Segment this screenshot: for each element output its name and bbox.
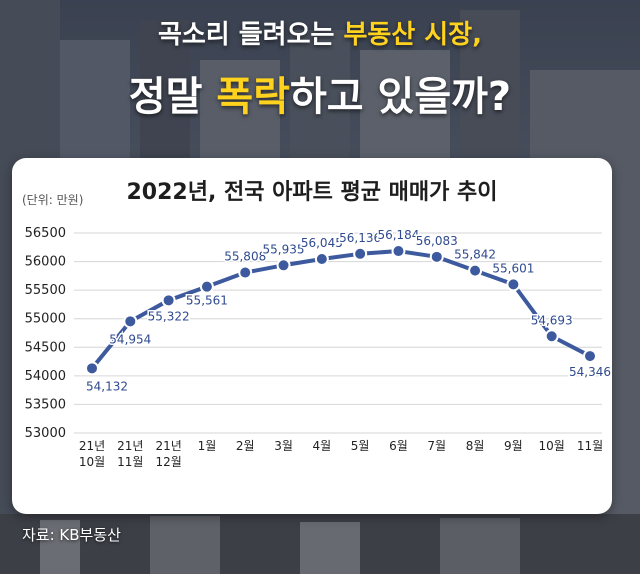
unit-label: (단위: 만원) (22, 193, 84, 207)
data-point (391, 244, 406, 259)
headline-line-2: 정말 폭락하고 있을까? (0, 64, 640, 122)
x-tick-label: 21년 (155, 439, 181, 453)
x-tick-label: 10월 (539, 439, 565, 453)
data-point (276, 258, 291, 273)
x-tick-label: 6월 (389, 439, 408, 453)
data-label: 55,808 (224, 250, 266, 264)
y-tick-label: 56500 (25, 226, 66, 241)
data-point (429, 249, 444, 264)
x-tick-label: 7월 (427, 439, 446, 453)
y-tick-label: 54000 (25, 369, 66, 384)
headline-1-highlight: 부동산 시장, (343, 20, 483, 50)
y-tick-label: 54500 (25, 340, 66, 355)
data-point (353, 246, 368, 261)
data-point (123, 314, 138, 329)
x-tick-label: 10월 (79, 455, 105, 469)
data-label: 56,083 (416, 234, 458, 248)
x-tick-label: 11월 (117, 455, 143, 469)
data-label: 55,842 (454, 248, 496, 262)
x-tick-label: 5월 (351, 439, 370, 453)
data-label: 56,136 (339, 231, 381, 245)
chart-title: 2022년, 전국 아파트 평균 매매가 추이 (126, 180, 498, 205)
x-tick-label: 4월 (313, 439, 332, 453)
x-tick-label: 9월 (504, 439, 523, 453)
data-label: 55,322 (148, 309, 190, 323)
data-point (468, 263, 483, 278)
data-point (161, 293, 176, 308)
data-label: 54,954 (109, 332, 151, 346)
y-tick-label: 55500 (25, 283, 66, 298)
x-tick-label: 1월 (198, 439, 217, 453)
y-tick-label: 56000 (25, 255, 66, 270)
x-tick-label: 11월 (577, 439, 603, 453)
y-tick-label: 55000 (25, 312, 66, 327)
data-point (506, 277, 521, 292)
data-point (314, 252, 329, 266)
data-point (85, 361, 99, 376)
data-point (199, 279, 214, 294)
data-label: 56,045 (301, 236, 343, 250)
data-label: 55,935 (263, 242, 305, 256)
data-label: 54,693 (531, 313, 573, 327)
x-tick-label: 8월 (466, 439, 485, 453)
x-tick-label: 21년 (117, 439, 143, 453)
headline-2-post: 하고 있을까? (290, 74, 512, 120)
x-tick-label: 2월 (236, 439, 255, 453)
x-tick-label: 12월 (155, 455, 181, 469)
data-label: 54,132 (86, 379, 128, 393)
y-tick-label: 53000 (25, 426, 66, 441)
data-label: 55,601 (492, 261, 534, 275)
chart-card: 2022년, 전국 아파트 평균 매매가 추이 (단위: 만원) 53000 53… (12, 158, 612, 514)
headline-2-pre: 정말 (128, 74, 217, 120)
source-label: 자료: KB부동산 (22, 526, 121, 544)
headline-line-1: 곡소리 들려오는 부동산 시장, (0, 14, 640, 51)
data-point (583, 349, 597, 364)
data-point (238, 265, 253, 280)
y-tick-label: 53500 (25, 397, 66, 412)
headline-1-plain: 곡소리 들려오는 (157, 20, 344, 50)
headline-2-highlight: 폭락 (216, 74, 290, 120)
data-point (544, 329, 559, 344)
line-chart: 53000 53500 54000 54500 55000 55500 56000 56500… (25, 226, 612, 469)
data-label: 56,184 (377, 228, 419, 242)
x-tick-label: 3월 (274, 439, 293, 453)
data-label: 54,346 (569, 365, 611, 379)
x-tick-label: 21년 (79, 439, 105, 453)
data-label: 55,561 (186, 294, 228, 308)
